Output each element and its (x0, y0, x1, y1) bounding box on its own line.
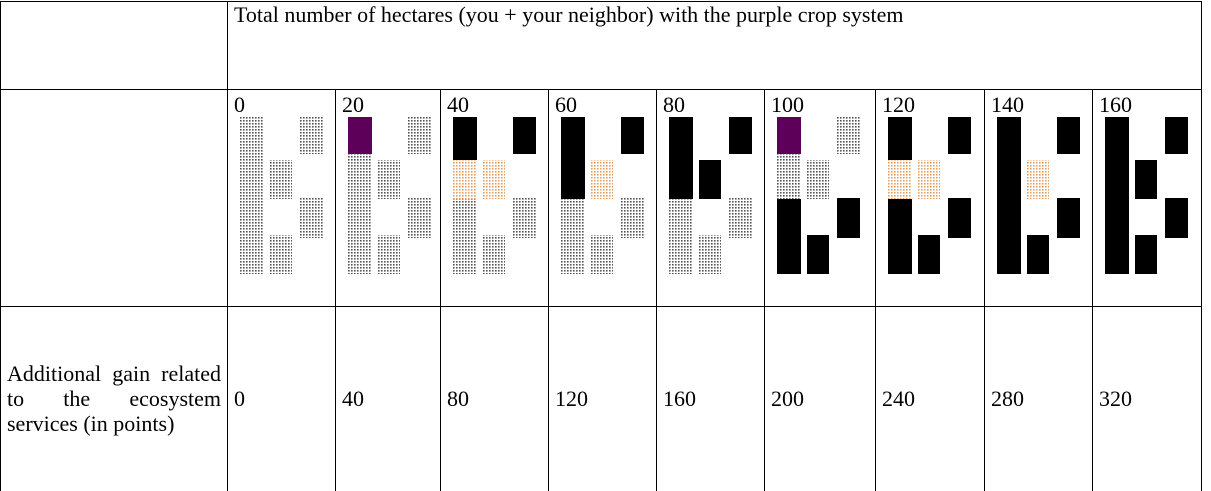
field-block (621, 117, 644, 154)
field-block (918, 235, 940, 274)
field-block (777, 199, 801, 274)
field-block (948, 198, 971, 238)
empty-cell (0, 89, 228, 307)
field-block (837, 198, 860, 238)
column-cell: 40 (440, 89, 549, 307)
field-block (777, 154, 801, 199)
columns-row: 0 20 40 60 80 100 120 140 160 (0, 89, 1203, 307)
row-label: Additional gain related to the ecosystem… (0, 306, 228, 491)
value-cell: 200 (764, 306, 876, 491)
header-cell: Total number of hectares (you + your nei… (226, 1, 1203, 90)
field-block (729, 117, 752, 154)
field-block (591, 235, 613, 274)
value-cell: 40 (335, 306, 441, 491)
field-block (1135, 160, 1157, 199)
header-row: Total number of hectares (you + your nei… (0, 1, 1203, 90)
field-block (408, 198, 431, 238)
value-cell: 80 (440, 306, 549, 491)
column-cell: 120 (875, 89, 985, 307)
column-label: 40 (447, 92, 469, 117)
field-block (1027, 235, 1049, 274)
field-icon (1105, 117, 1188, 274)
field-block (453, 117, 477, 160)
field-block (378, 160, 400, 199)
field-block (513, 198, 536, 238)
column-label: 60 (555, 92, 577, 117)
field-block (300, 117, 323, 154)
column-label: 140 (991, 92, 1024, 117)
column-label: 20 (342, 92, 364, 117)
field-block (561, 117, 585, 199)
value-row: Additional gain related to the ecosystem… (0, 306, 1203, 491)
value-cell: 320 (1091, 306, 1203, 491)
field-block (807, 235, 829, 274)
column-cell: 140 (984, 89, 1093, 307)
field-block (348, 154, 372, 274)
column-label: 100 (771, 92, 804, 117)
field-block (1057, 198, 1080, 238)
field-block (699, 235, 721, 274)
field-block (918, 160, 940, 199)
field-block (1165, 198, 1188, 238)
field-icon (348, 117, 431, 274)
column-label: 160 (1099, 92, 1132, 117)
field-block (483, 235, 505, 274)
field-block (1135, 235, 1157, 274)
field-icon (453, 117, 536, 274)
field-block (300, 198, 323, 238)
field-block (270, 235, 292, 274)
field-block (348, 117, 372, 154)
column-cell: 80 (656, 89, 765, 307)
column-cell: 0 (227, 89, 336, 307)
field-block (513, 117, 536, 154)
value-cell: 0 (227, 306, 336, 491)
field-block (453, 160, 477, 199)
field-block (997, 117, 1021, 274)
field-icon (240, 117, 323, 274)
field-block (270, 160, 292, 199)
field-block (591, 160, 613, 199)
field-block (807, 160, 829, 199)
field-block (483, 160, 505, 199)
value-cell: 160 (656, 306, 765, 491)
field-block (837, 117, 860, 154)
field-block (621, 198, 644, 238)
field-block (453, 199, 477, 274)
column-label: 120 (882, 92, 915, 117)
column-label: 0 (234, 92, 245, 117)
field-block (240, 117, 264, 274)
field-block (699, 160, 721, 199)
field-icon (561, 117, 644, 274)
field-block (1105, 117, 1129, 274)
field-block (669, 117, 693, 199)
field-block (729, 198, 752, 238)
column-cell: 100 (764, 89, 876, 307)
field-block (408, 117, 431, 154)
field-block (1027, 160, 1049, 199)
value-cell: 120 (548, 306, 657, 491)
field-icon (888, 117, 971, 274)
field-block (561, 199, 585, 274)
field-block (1165, 117, 1188, 154)
field-icon (777, 117, 860, 274)
value-cell: 280 (984, 306, 1093, 491)
field-block (888, 160, 912, 199)
value-cell: 240 (875, 306, 985, 491)
field-block (948, 117, 971, 154)
field-block (888, 199, 912, 274)
column-cell: 160 (1091, 89, 1203, 307)
field-block (888, 117, 912, 160)
field-icon (669, 117, 752, 274)
field-block (378, 235, 400, 274)
column-cell: 60 (548, 89, 657, 307)
field-icon (997, 117, 1080, 274)
corner-cell (0, 1, 228, 90)
column-label: 80 (663, 92, 685, 117)
field-block (777, 117, 801, 154)
field-block (1057, 117, 1080, 154)
field-block (669, 199, 693, 274)
column-cell: 20 (335, 89, 441, 307)
